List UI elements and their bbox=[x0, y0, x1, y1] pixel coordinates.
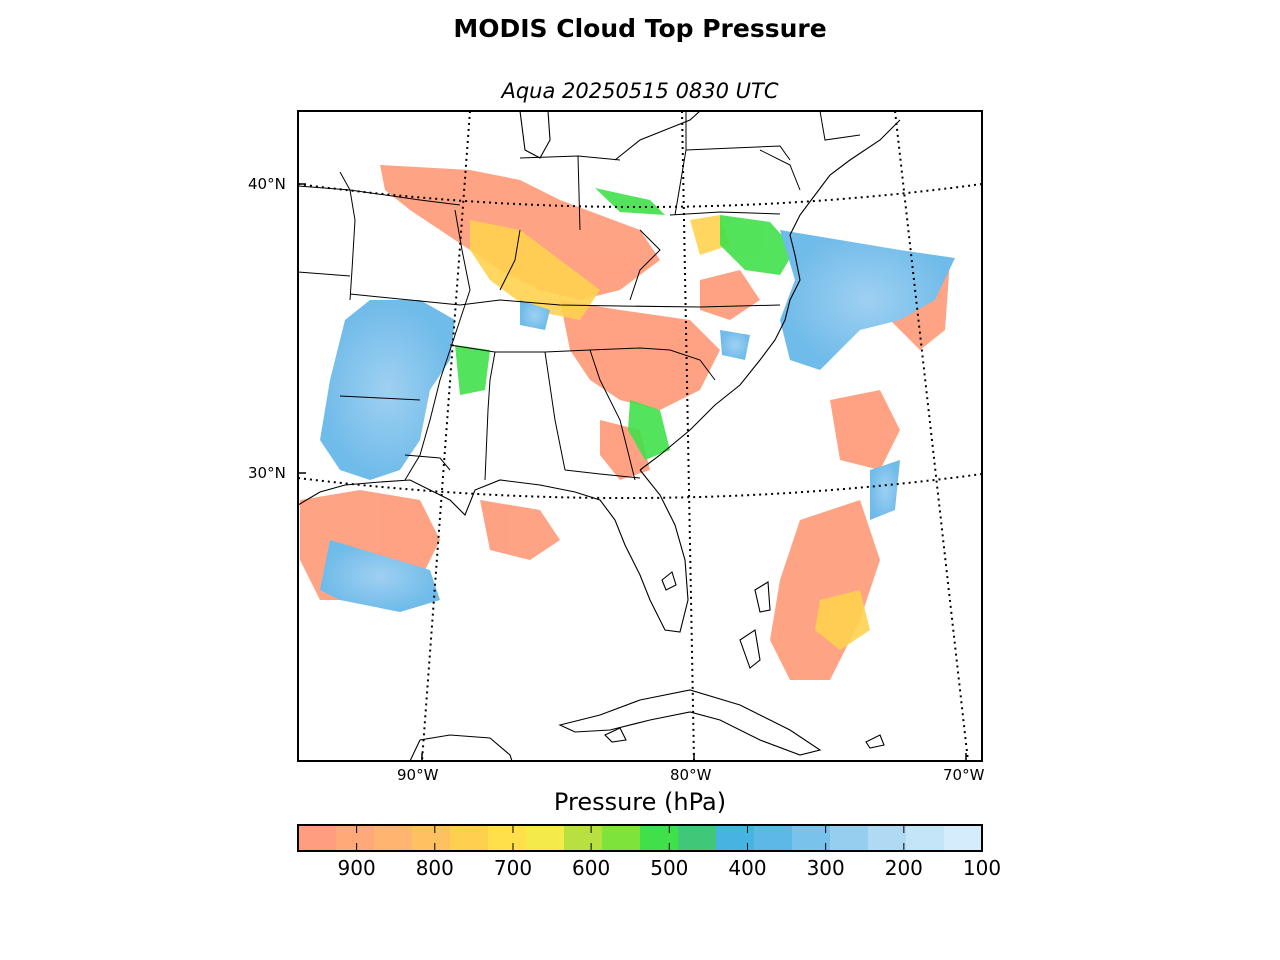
lon-label-90w: 90°W bbox=[397, 766, 439, 784]
meridian-80w bbox=[681, 111, 695, 761]
axis-ticks bbox=[298, 183, 967, 761]
colorbar-label: Pressure (hPa) bbox=[553, 788, 727, 816]
colorbar-swatch bbox=[526, 825, 565, 851]
cloud-swath bbox=[300, 160, 955, 700]
lat-label-40n: 40°N bbox=[248, 175, 286, 193]
colorbar-tick-label: 900 bbox=[337, 856, 376, 880]
colorbar-frame bbox=[297, 824, 983, 852]
colorbar-swatch bbox=[602, 825, 641, 851]
colorbar-swatch bbox=[830, 825, 869, 851]
colorbar bbox=[297, 824, 983, 852]
colorbar-swatch bbox=[754, 825, 793, 851]
colorbar-tick-label: 800 bbox=[415, 856, 454, 880]
chart-title: MODIS Cloud Top Pressure bbox=[453, 14, 827, 43]
coastlines bbox=[298, 111, 901, 761]
chart-subtitle: Aqua 20250515 0830 UTC bbox=[501, 79, 779, 103]
colorbar-tick-label: 600 bbox=[572, 856, 611, 880]
colorbar-swatch bbox=[412, 825, 451, 851]
colorbar-tick-label: 300 bbox=[806, 856, 845, 880]
lon-label-70w: 70°W bbox=[943, 766, 985, 784]
colorbar-tick-label: 500 bbox=[650, 856, 689, 880]
lon-label-80w: 80°W bbox=[670, 766, 712, 784]
map-frame bbox=[297, 110, 983, 762]
colorbar-swatch bbox=[640, 825, 679, 851]
colorbar-swatch bbox=[906, 825, 945, 851]
lat-label-30n: 30°N bbox=[248, 464, 286, 482]
colorbar-swatch bbox=[336, 825, 375, 851]
colorbar-swatch bbox=[488, 825, 527, 851]
meridian-90w bbox=[421, 111, 471, 761]
parallel-40n bbox=[298, 183, 982, 208]
colorbar-tick-label: 100 bbox=[962, 856, 1002, 880]
green-cloud-regions bbox=[455, 188, 795, 460]
colorbar-swatch bbox=[792, 825, 831, 851]
meridian-70w bbox=[894, 111, 969, 761]
colorbar-swatch bbox=[678, 825, 717, 851]
colorbar-swatch bbox=[374, 825, 413, 851]
colorbar-swatch bbox=[450, 825, 489, 851]
colorbar-tick-label: 400 bbox=[728, 856, 767, 880]
colorbar-swatch bbox=[944, 825, 983, 851]
state-borders bbox=[298, 111, 861, 481]
colorbar-tick-label: 700 bbox=[493, 856, 533, 880]
colorbar-swatch bbox=[716, 825, 755, 851]
high-cloud-regions bbox=[320, 230, 955, 612]
colorbar-swatch bbox=[564, 825, 603, 851]
colorbar-tick-label: 200 bbox=[884, 856, 923, 880]
parallel-30n bbox=[298, 473, 982, 500]
colorbar-swatch bbox=[868, 825, 907, 851]
graticule bbox=[298, 111, 982, 761]
colorbar-swatch bbox=[298, 825, 337, 851]
